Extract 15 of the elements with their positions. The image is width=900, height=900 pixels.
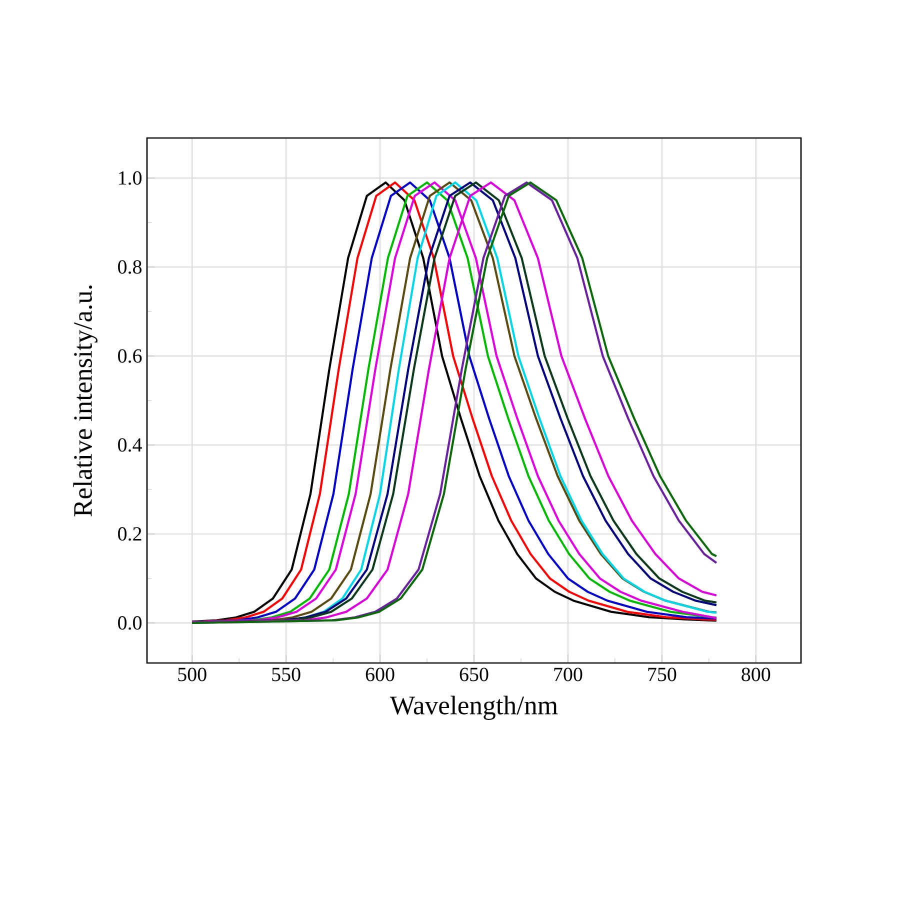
- x-tick-label: 500: [178, 668, 206, 682]
- x-tick-label: 650: [460, 668, 488, 682]
- y-tick-label: 1.0: [119, 171, 142, 185]
- y-tick-label: 0.6: [118, 349, 142, 363]
- y-tick-label: 0.2: [118, 527, 142, 541]
- x-tick-label: 550: [272, 668, 300, 682]
- y-tick-label: 0.4: [118, 438, 142, 452]
- x-tick-label: 600: [366, 668, 394, 682]
- y-tick-label: 0.8: [118, 260, 142, 274]
- y-axis-title: Relative intensity/a.u.: [73, 286, 98, 516]
- x-tick-label: 800: [742, 668, 770, 682]
- x-tick-label: 750: [648, 668, 676, 682]
- x-axis-title: Wavelength/nm: [390, 696, 558, 720]
- y-tick-label: 0.0: [118, 616, 142, 630]
- x-tick-label: 700: [554, 668, 582, 682]
